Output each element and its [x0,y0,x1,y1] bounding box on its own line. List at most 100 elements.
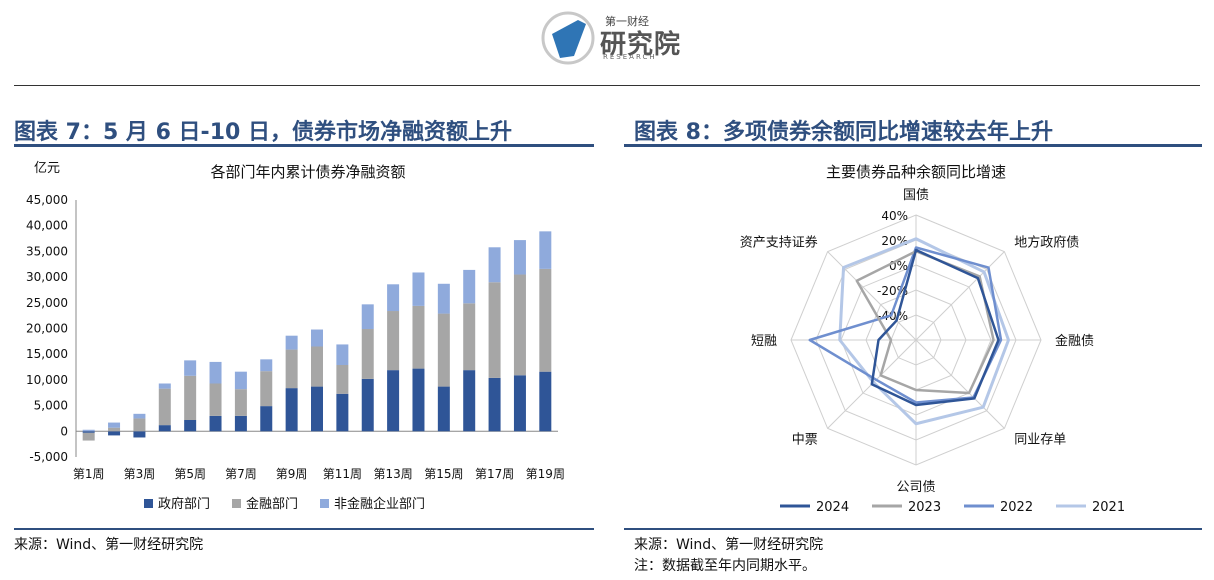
radar-chart: 主要债券品种余额同比增速40%20%0%-20%-40%国债地方政府债金融债同业… [740,163,1125,515]
bar-segment [463,370,476,432]
bar-segment [336,344,349,365]
chart-title: 主要债券品种余额同比增速 [826,163,1006,181]
bar-segment [158,425,171,432]
logo [540,6,690,70]
left-figure-title: 图表 7：5 月 6 日-10 日，债券市场净融资额上升 [14,120,512,145]
axis-label: 公司债 [896,480,935,495]
x-tick-label: 第13周 [373,467,412,481]
bar-segment [437,313,450,387]
bar-segment [488,247,501,283]
bar-segment [234,415,247,432]
axis-label: 国债 [903,188,929,203]
right-note: 注：数据截至年内同期水平。 [634,558,816,574]
y-axis-label: 亿元 [34,161,60,176]
bar-segment [463,269,476,304]
spoke-line [915,339,1005,429]
x-tick-label: 第17周 [475,467,514,481]
right-figure-title: 图表 8：多项债券余额同比增速较去年上升 [634,120,1053,145]
axis-label: 资产支持证券 [740,235,818,251]
bar-segment [412,305,425,369]
bar-segment [209,415,222,432]
bar-segment [82,429,95,432]
x-tick-label: 第9周 [276,467,308,481]
bar-segment [437,283,450,314]
y-tick-label: 35,000 [26,244,68,258]
bar-segment [108,422,121,428]
bar-segment [488,377,501,432]
bar-segment [336,393,349,432]
y-tick-label: 15,000 [26,347,68,361]
bar-segment [361,378,374,432]
bar-segment [539,268,552,372]
axis-label: 金融债 [1055,333,1094,349]
bar-segment [234,371,247,390]
y-tick-label: 40,000 [26,219,68,233]
bar-segment [387,311,400,371]
spoke-line [915,251,1005,341]
bar-segment [387,370,400,432]
y-tick-label: 20,000 [26,322,68,336]
y-tick-label: 45,000 [26,193,68,207]
bar-segment [361,304,374,330]
bar-segment [209,383,222,416]
y-tick-label: 5,000 [34,399,68,413]
bar-segment [184,375,197,420]
right-source: 来源：Wind、第一财经研究院 [634,537,824,553]
logo-main-text: 研究院 [600,30,682,60]
bar-segment [463,303,476,371]
bar-segment [260,359,273,372]
x-tick-label: 第5周 [174,467,206,481]
legend-label: 非金融企业部门 [334,496,425,512]
logo-sub-text: RESEARCH [603,53,657,61]
bar-segment [285,349,298,389]
bar-segment [133,431,146,438]
axis-label: 短融 [751,334,777,349]
bar-segment [437,386,450,432]
left-footer-bar [14,528,594,530]
bar-segment [158,383,171,389]
x-tick-label: 第19周 [526,467,565,481]
bar-segment [311,329,323,347]
bar-segment [539,231,552,269]
bar-segment [488,282,501,378]
bar-segment [539,371,552,432]
bar-segment [184,360,197,376]
y-tick-label: 25,000 [26,296,68,310]
axis-label: 同业存单 [1014,432,1066,447]
x-tick-label: 第11周 [323,467,362,481]
legend-label: 2024 [816,500,849,515]
chart-title: 各部门年内累计债券净融资额 [210,163,405,181]
bar-segment [234,389,247,416]
bar-segment [260,371,273,407]
bar-segment [209,361,222,384]
legend-swatch [232,499,241,508]
bar-segment [82,432,95,441]
y-tick-label: 30,000 [26,270,68,284]
r-tick-label: -40% [877,309,908,323]
bar-segment [184,419,197,432]
y-tick-label: -5,000 [29,450,68,464]
bar-segment [285,388,298,432]
bar-segment [513,274,526,376]
bar-segment [133,418,146,432]
bar-segment [412,368,425,432]
stacked-bar-chart: 各部门年内累计债券净融资额 亿元 45,000 40,000 35,000 30,000 2… [26,161,565,512]
bar-segment [361,329,374,379]
right-title-bar [624,144,1202,147]
y-tick-label: 10,000 [26,373,68,387]
bar-segment [311,386,323,432]
left-title-bar [14,144,594,147]
bar-segment [387,284,400,312]
bar-segment [108,431,121,436]
x-tick-label: 第3周 [124,467,156,481]
left-source: 来源：Wind、第一财经研究院 [14,537,204,553]
legend-swatch [320,499,329,508]
axis-label: 地方政府债 [1014,235,1079,251]
axis-label: 中票 [792,432,818,447]
bar-segment [285,335,298,350]
bar-segment [82,431,95,433]
legend-label: 金融部门 [246,496,298,512]
radar-series-2022 [808,246,1003,404]
right-footer-bar [624,528,1202,530]
bar-segment [158,388,171,426]
